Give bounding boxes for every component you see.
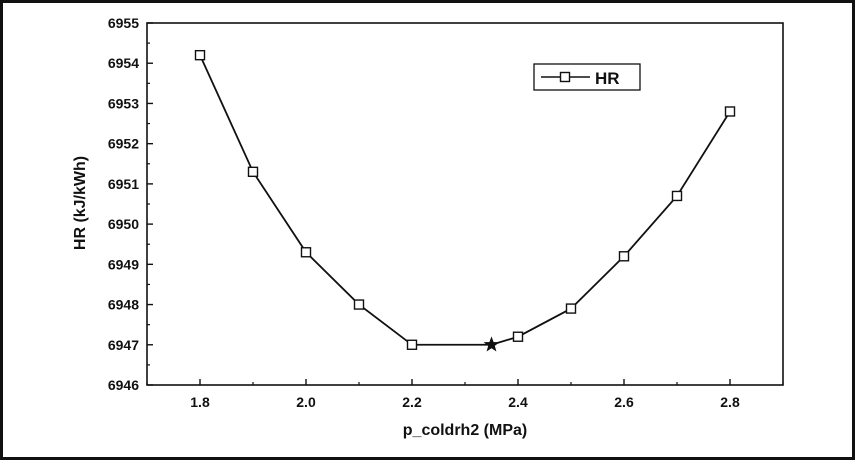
y-tick-label: 6949 (108, 256, 139, 272)
x-tick-label: 2.2 (402, 394, 422, 410)
data-point-marker (247, 166, 259, 178)
data-point-marker (353, 299, 365, 310)
star-marker (483, 336, 500, 352)
y-tick-label: 6946 (108, 377, 139, 393)
data-point-marker (512, 331, 524, 342)
x-tick-label: 2.0 (296, 394, 316, 410)
y-tick-label: 6951 (108, 176, 139, 192)
y-tick-label: 6953 (108, 95, 139, 111)
y-tick-label: 6947 (108, 337, 139, 353)
legend-marker (559, 71, 571, 83)
y-tick-label: 6950 (108, 216, 139, 232)
y-axis-label: HR (kJ/kWh) (72, 156, 89, 250)
x-tick-label: 1.8 (190, 394, 210, 410)
series-line-hr (199, 54, 731, 346)
data-point-marker (406, 339, 418, 350)
x-tick-label: 2.4 (508, 394, 528, 410)
y-tick-label: 6954 (108, 55, 139, 71)
x-axis: 1.8 2.0 2.2 2.4 2.6 2.8 (146, 379, 784, 410)
x-tick-label: 2.6 (614, 394, 634, 410)
annotation-layer (483, 336, 500, 352)
y-tick-label: 6948 (108, 297, 139, 313)
y-tick-label: 6955 (108, 15, 139, 31)
series-layer (194, 49, 736, 350)
data-point-marker (300, 247, 312, 258)
data-point-marker (194, 49, 206, 61)
data-point-marker (724, 106, 736, 117)
data-point-marker (671, 190, 683, 202)
legend: HR (533, 63, 641, 91)
line-chart: 6946 6947 6948 6949 6950 6951 6952 6953 6954 6955… (72, 15, 784, 439)
plot-area-frame (146, 22, 784, 386)
y-axis: 6946 6947 6948 6949 6950 6951 6952 6953 6954 6955 (108, 15, 153, 393)
x-axis-label: p_coldrh2 (MPa) (403, 422, 527, 439)
data-point-marker (618, 251, 630, 262)
legend-label: HR (595, 69, 620, 88)
y-tick-label: 6952 (108, 136, 139, 152)
x-tick-label: 2.8 (720, 394, 740, 410)
data-point-marker (565, 303, 577, 314)
